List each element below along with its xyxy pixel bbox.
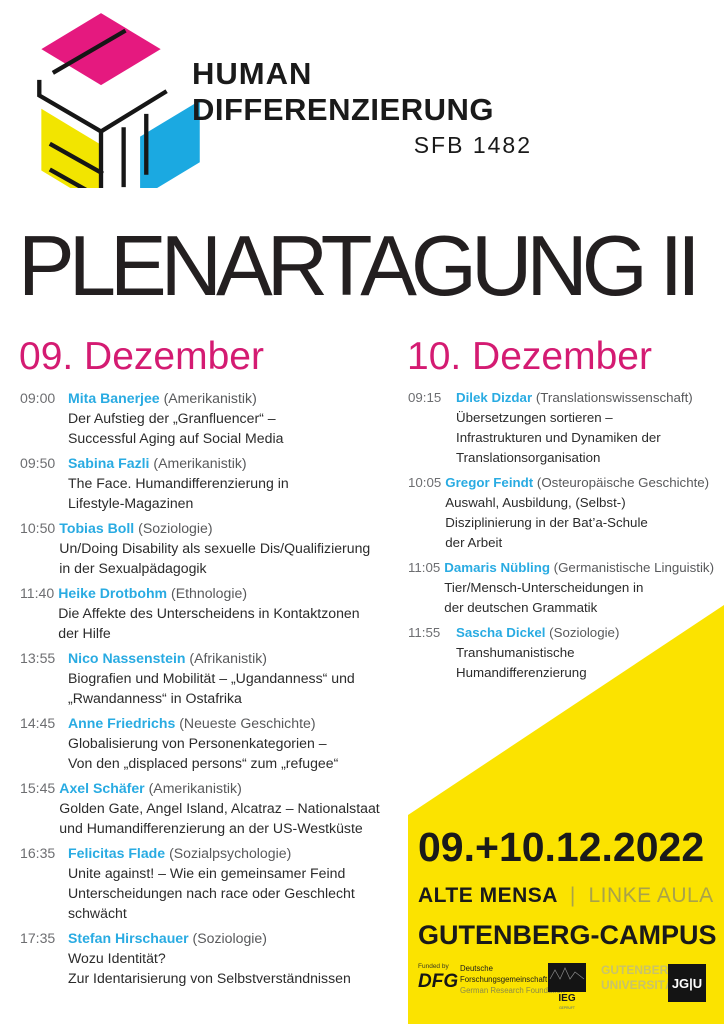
svg-text:JG|U: JG|U	[672, 976, 702, 991]
